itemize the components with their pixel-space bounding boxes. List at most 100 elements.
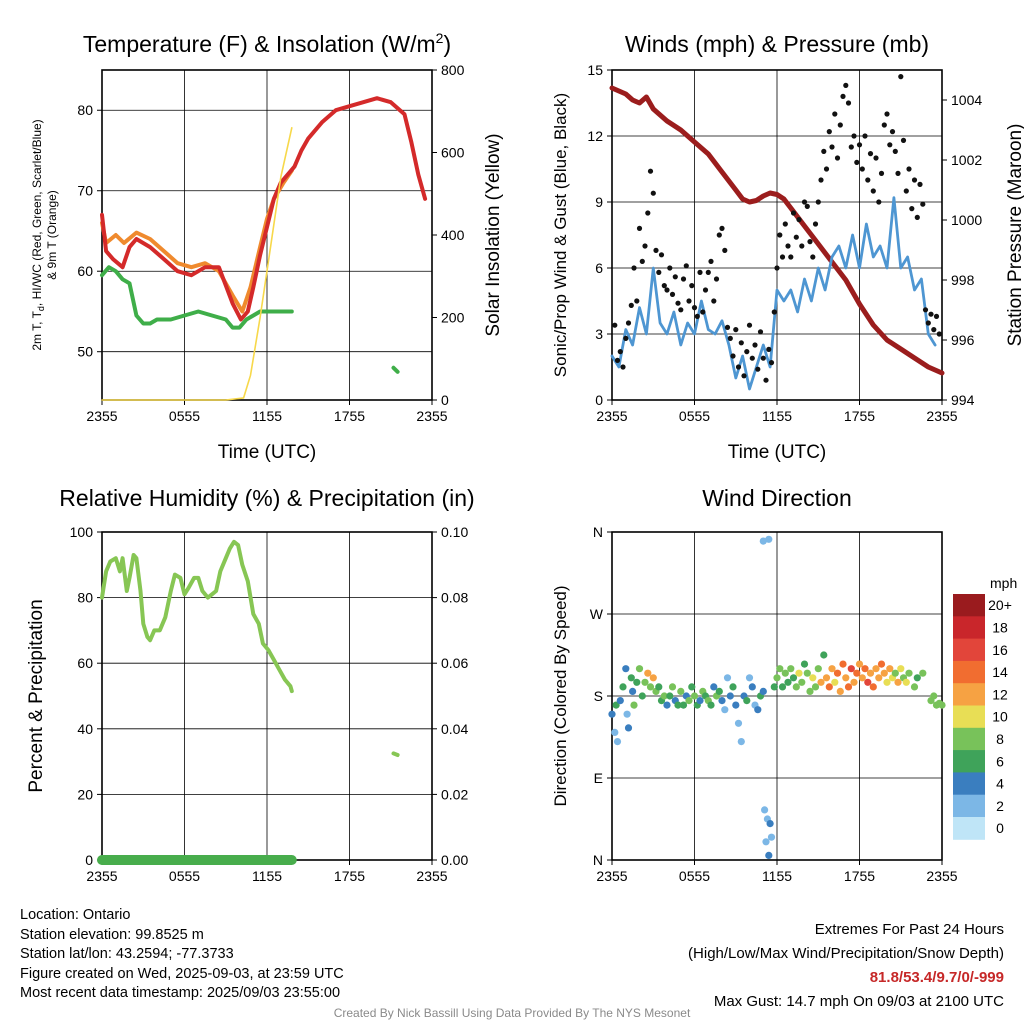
- direction-point: [814, 665, 822, 673]
- y-tick-label: N: [593, 852, 603, 868]
- station-location: Location: Ontario: [20, 907, 131, 923]
- direction-point: [839, 660, 847, 668]
- gust-point: [683, 263, 689, 269]
- gust-point: [796, 217, 802, 223]
- gust-point: [826, 129, 832, 135]
- direction-point: [844, 683, 853, 691]
- gust-point: [810, 254, 816, 260]
- gust-point: [768, 360, 775, 366]
- x-tick-label: 2355: [416, 868, 447, 884]
- y2-tick-label: 996: [951, 332, 975, 348]
- direction-point: [825, 683, 833, 691]
- direction-point: [723, 674, 732, 682]
- x-tick-label: 0555: [169, 408, 200, 424]
- direction-point: [762, 838, 770, 846]
- panel-title: Wind Direction: [702, 485, 852, 511]
- direction-point: [685, 697, 693, 705]
- gust-point: [716, 232, 722, 238]
- rh-line: [100, 539, 294, 694]
- direction-point: [869, 683, 877, 691]
- gust-point: [749, 355, 755, 361]
- y-tick-label: S: [594, 688, 603, 704]
- direction-point: [655, 683, 663, 691]
- x-tick-label: 0555: [169, 868, 200, 884]
- gust-point: [876, 199, 882, 205]
- direction-point: [798, 678, 806, 686]
- direction-point: [883, 678, 891, 686]
- gust-point: [658, 252, 665, 258]
- gust-point: [873, 155, 879, 161]
- gust-point: [700, 309, 706, 315]
- gust-point: [922, 307, 929, 313]
- gust-point: [631, 265, 637, 271]
- gust-point: [757, 329, 764, 335]
- direction-point: [861, 665, 869, 673]
- direction-point: [619, 683, 627, 691]
- gust-point: [617, 349, 623, 355]
- direction-point: [696, 697, 704, 705]
- direction-point: [629, 687, 637, 696]
- direction-point: [765, 851, 773, 860]
- direction-point: [666, 692, 674, 700]
- gust-point: [686, 298, 692, 304]
- gust-point: [821, 148, 827, 154]
- gust-point: [763, 377, 769, 383]
- gust-point: [848, 144, 854, 150]
- direction-point: [784, 678, 792, 686]
- gust-point: [807, 239, 813, 245]
- direction-point: [800, 660, 809, 668]
- legend-swatch: [953, 705, 985, 729]
- gust-point: [936, 331, 942, 337]
- station-elevation: Station elevation: 99.8525 m: [20, 926, 204, 943]
- x-tick-label: 2355: [86, 868, 117, 884]
- pressure-line: [609, 85, 945, 376]
- x-tick-label: 2355: [86, 408, 117, 424]
- y2-tick-label: 0.10: [441, 524, 468, 540]
- legend-label: 16: [992, 642, 1008, 658]
- x-tick-label: 2355: [926, 408, 957, 424]
- gust-point: [920, 201, 926, 207]
- gust-point: [895, 170, 901, 176]
- gust-point: [733, 327, 739, 333]
- max-gust: Max Gust: 14.7 mph On 09/03 at 2100 UTC: [713, 993, 1004, 1010]
- gust-point: [705, 269, 711, 275]
- direction-point: [633, 678, 641, 686]
- gust-point: [678, 307, 684, 313]
- gust-point: [782, 221, 788, 227]
- gust-point: [752, 342, 758, 348]
- y2-tick-label: 0.02: [441, 786, 468, 802]
- y2-tick-label: 1004: [951, 92, 982, 108]
- y-tick-label: 70: [77, 183, 93, 199]
- direction-point: [674, 701, 682, 709]
- gust-point: [694, 313, 700, 319]
- direction-point: [729, 683, 737, 691]
- direction-point: [919, 669, 927, 677]
- direction-point: [910, 683, 919, 691]
- direction-point: [875, 674, 883, 682]
- gust-point: [914, 214, 920, 220]
- direction-point: [913, 674, 921, 682]
- direction-point: [809, 674, 817, 682]
- y-tick-label: 15: [587, 62, 603, 78]
- direction-point: [668, 683, 677, 691]
- direction-point: [842, 674, 850, 682]
- extremes-values: 81.8/53.4/9.7/0/-999: [869, 969, 1004, 986]
- direction-point: [773, 674, 781, 682]
- gust-point: [650, 190, 656, 196]
- gust-point: [672, 274, 678, 280]
- legend-label: 4: [996, 776, 1004, 792]
- legend-swatch: [953, 772, 985, 796]
- y-tick-label: E: [594, 770, 603, 786]
- y-tick-label: 9: [595, 194, 603, 210]
- gust-point: [708, 258, 714, 264]
- direction-point: [707, 701, 715, 709]
- direction-point: [759, 537, 767, 545]
- direction-point: [641, 678, 649, 686]
- legend-label: 8: [996, 731, 1004, 747]
- gust-point: [870, 188, 876, 194]
- direction-point: [718, 697, 726, 705]
- y-tick-label: 50: [77, 344, 93, 360]
- direction-point: [850, 678, 858, 686]
- x-tick-label: 2355: [926, 868, 957, 884]
- gust-point: [892, 148, 898, 154]
